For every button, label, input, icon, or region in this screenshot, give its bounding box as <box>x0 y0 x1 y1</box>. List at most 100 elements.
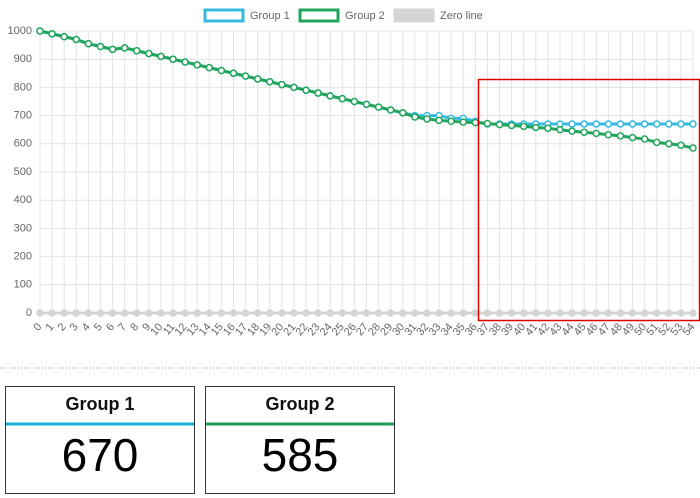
data-point <box>616 132 625 140</box>
legend-swatch <box>393 8 435 23</box>
data-point <box>48 309 56 317</box>
x-tick-label: 7 <box>116 321 129 333</box>
data-point <box>314 89 322 97</box>
data-point <box>568 127 576 135</box>
data-point <box>60 32 68 41</box>
data-point <box>616 120 625 128</box>
data-point <box>181 309 189 317</box>
data-point <box>60 309 68 317</box>
legend-label: Group 2 <box>345 10 385 22</box>
data-point <box>471 118 480 127</box>
data-point <box>36 309 44 317</box>
y-tick-label: 400 <box>14 194 32 206</box>
data-point <box>604 131 613 139</box>
data-point <box>580 120 588 128</box>
data-point <box>665 120 673 128</box>
data-point <box>241 72 250 80</box>
y-tick-label: 800 <box>14 81 32 93</box>
value-card: Group 2 585 <box>205 386 395 494</box>
card-value: 670 <box>62 429 139 481</box>
data-point <box>169 309 177 317</box>
data-point <box>362 309 371 317</box>
data-point <box>241 309 250 317</box>
data-point <box>568 309 576 317</box>
data-point <box>108 309 117 317</box>
x-tick-label: 0 <box>31 321 44 333</box>
data-point <box>459 309 467 317</box>
y-tick-label: 200 <box>14 251 32 263</box>
data-point <box>652 120 661 128</box>
data-point <box>169 55 177 63</box>
data-point <box>628 309 637 317</box>
data-point <box>580 128 588 136</box>
data-point <box>435 309 443 317</box>
data-point <box>266 78 274 86</box>
data-point <box>628 120 637 128</box>
data-point <box>36 27 44 35</box>
data-point <box>580 309 588 317</box>
data-point <box>544 124 552 133</box>
data-point <box>386 106 395 114</box>
data-point <box>84 39 93 48</box>
data-point <box>193 61 201 69</box>
data-point <box>544 309 552 317</box>
data-point <box>495 120 504 129</box>
data-point <box>362 100 371 109</box>
x-tick-label: 2 <box>56 321 69 333</box>
data-point <box>507 309 516 317</box>
y-tick-label: 900 <box>14 53 32 65</box>
data-point <box>640 120 649 128</box>
data-point <box>532 123 540 132</box>
data-point <box>556 309 564 317</box>
data-point <box>689 309 697 317</box>
data-point <box>423 309 431 317</box>
data-point <box>217 309 226 317</box>
card-border <box>5 386 195 494</box>
data-point <box>689 144 697 152</box>
data-point <box>677 309 685 317</box>
x-tick-label: 1 <box>43 321 56 333</box>
data-point <box>411 309 419 317</box>
data-point <box>72 35 81 44</box>
card-title: Group 1 <box>65 394 134 414</box>
data-point <box>628 133 637 142</box>
data-point <box>120 309 129 317</box>
data-point <box>96 42 105 51</box>
data-point <box>677 120 685 128</box>
y-tick-label: 300 <box>14 222 32 234</box>
data-point <box>145 309 153 317</box>
data-point <box>592 309 601 317</box>
data-point <box>120 44 129 52</box>
data-point <box>132 46 141 55</box>
data-point <box>652 309 661 317</box>
data-point <box>374 103 383 111</box>
data-point <box>253 75 262 83</box>
legend-label: Group 1 <box>250 10 290 22</box>
data-point <box>447 309 455 317</box>
data-point <box>229 69 238 78</box>
data-point <box>290 309 298 317</box>
data-point <box>326 92 334 100</box>
legend-swatch <box>298 8 340 23</box>
data-point <box>386 309 395 317</box>
data-point <box>96 309 105 317</box>
data-point <box>435 116 443 125</box>
data-point <box>205 63 214 72</box>
data-point <box>507 121 516 130</box>
data-point <box>181 58 189 66</box>
data-point <box>471 309 480 317</box>
data-point <box>374 309 383 317</box>
data-point <box>411 113 419 121</box>
data-point <box>193 309 201 317</box>
data-point <box>326 309 334 317</box>
data-point <box>338 309 347 317</box>
x-tick-label: 54 <box>680 321 697 338</box>
data-point <box>108 45 117 54</box>
data-point <box>592 120 601 128</box>
legend-label: Zero line <box>440 10 483 22</box>
data-point <box>229 309 238 317</box>
x-tick-label: 3 <box>68 321 81 333</box>
card-border <box>205 386 395 494</box>
data-point <box>592 129 601 138</box>
data-point <box>665 309 673 317</box>
